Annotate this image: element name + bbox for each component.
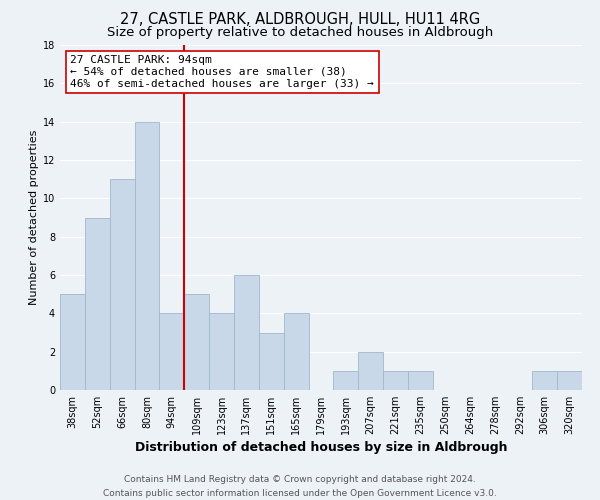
X-axis label: Distribution of detached houses by size in Aldbrough: Distribution of detached houses by size …	[135, 441, 507, 454]
Y-axis label: Number of detached properties: Number of detached properties	[29, 130, 38, 305]
Bar	[160, 314, 184, 390]
Bar	[532, 371, 557, 390]
Bar	[60, 294, 85, 390]
Bar	[110, 179, 134, 390]
Text: Contains HM Land Registry data © Crown copyright and database right 2024.
Contai: Contains HM Land Registry data © Crown c…	[103, 476, 497, 498]
Text: Size of property relative to detached houses in Aldbrough: Size of property relative to detached ho…	[107, 26, 493, 39]
Bar	[209, 314, 234, 390]
Bar	[284, 314, 308, 390]
Bar	[85, 218, 110, 390]
Bar	[259, 332, 284, 390]
Bar	[557, 371, 582, 390]
Bar	[334, 371, 358, 390]
Bar	[134, 122, 160, 390]
Text: 27 CASTLE PARK: 94sqm
← 54% of detached houses are smaller (38)
46% of semi-deta: 27 CASTLE PARK: 94sqm ← 54% of detached …	[70, 56, 374, 88]
Bar	[234, 275, 259, 390]
Text: 27, CASTLE PARK, ALDBROUGH, HULL, HU11 4RG: 27, CASTLE PARK, ALDBROUGH, HULL, HU11 4…	[120, 12, 480, 28]
Bar	[408, 371, 433, 390]
Bar	[358, 352, 383, 390]
Bar	[184, 294, 209, 390]
Bar	[383, 371, 408, 390]
